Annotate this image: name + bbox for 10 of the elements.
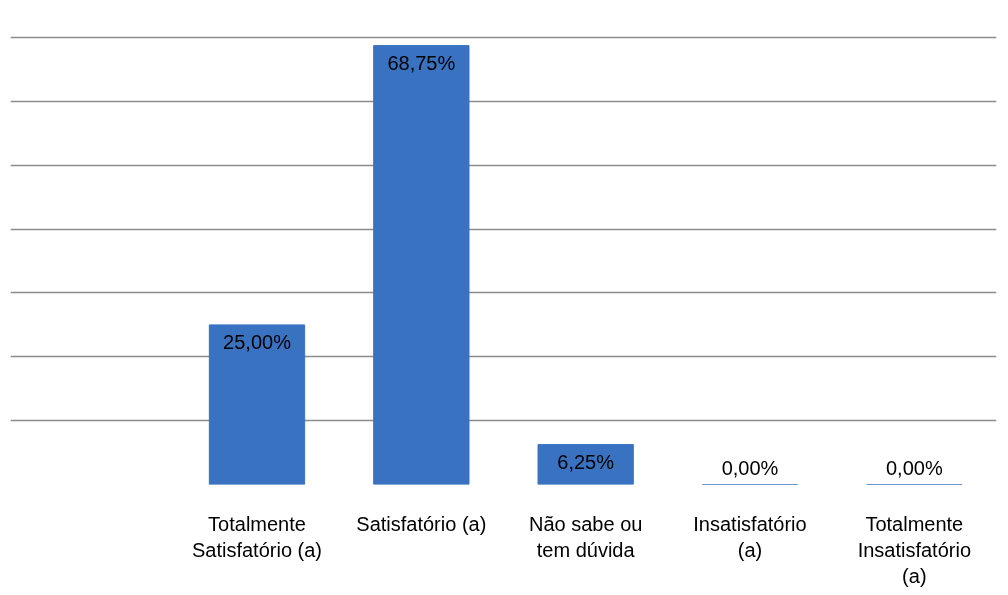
x-tick-label: Totalmente Insatisfatório (a) [857,512,972,588]
x-tick-label: Totalmente Satisfatório (a) [191,512,323,561]
data-label: 25,00% [223,330,292,353]
x-tick-label: Satisfatório (a) [356,512,487,535]
x-tick-label: Insatisfatório (a) [693,512,807,561]
x-tick-label: Não sabe ou tem dúvida [528,512,643,561]
data-label: 0,00% [885,456,943,479]
data-label: 0,00% [721,456,779,479]
data-label: 68,75% [387,51,456,74]
data-label: 6,25% [557,450,615,473]
